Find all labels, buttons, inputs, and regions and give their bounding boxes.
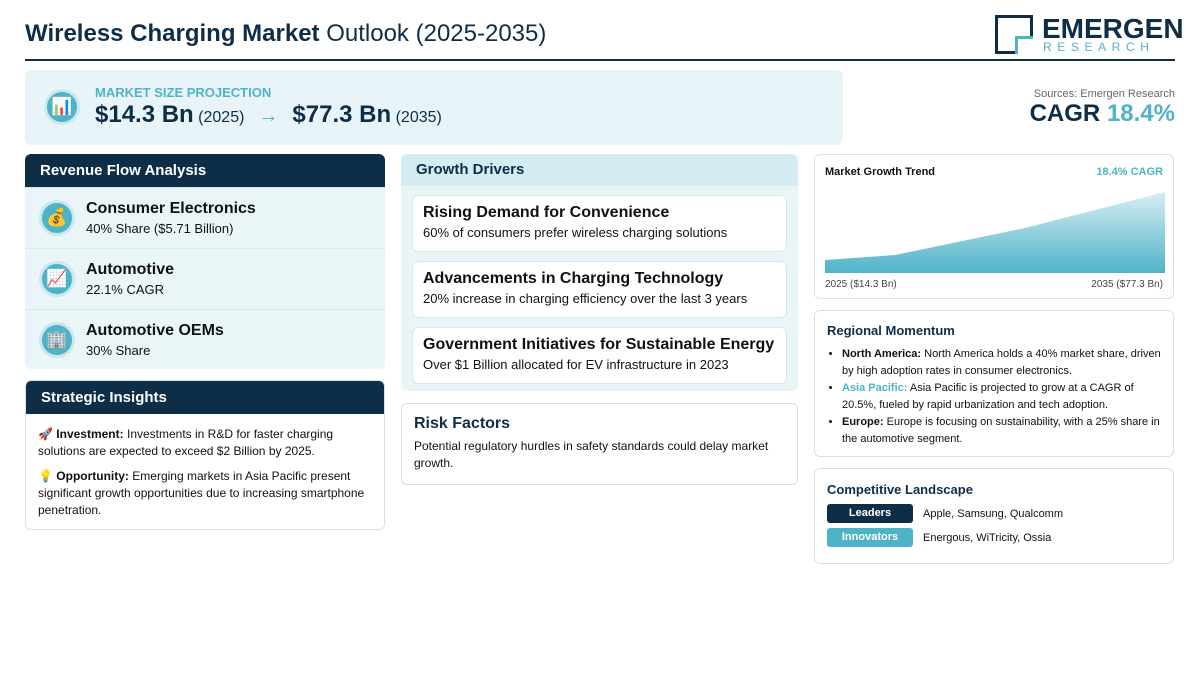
projection-label: MARKET SIZE PROJECTION — [95, 85, 272, 100]
competitor-row: Leaders Apple, Samsung, Qualcomm — [827, 504, 1161, 523]
section-title: Regional Momentum — [827, 323, 955, 338]
region-text: North America holds a 40% market share, … — [842, 348, 1161, 377]
trend-title: Market Growth Trend — [825, 166, 936, 178]
tag: Leaders — [827, 504, 913, 523]
revenue-name: Automotive — [86, 261, 174, 278]
tag: Innovators — [827, 528, 913, 547]
insight: 🚀 Investment: Investments in R&D for fas… — [38, 426, 372, 460]
title-rest: Outlook (2025-2035) — [326, 20, 547, 47]
rule — [25, 59, 1175, 61]
competitive: Competitive Landscape Leaders Apple, Sams… — [814, 468, 1174, 564]
growth-drivers: Growth Drivers Rising Demand for Conveni… — [401, 154, 798, 391]
icon: 💰 — [39, 200, 75, 236]
driver-text: 60% of consumers prefer wireless chargin… — [423, 225, 728, 240]
driver-card: Advancements in Charging Technology 20% i… — [412, 261, 787, 318]
region-text: Asia Pacific is projected to grow at a C… — [842, 382, 1134, 411]
revenue-detail: 40% Share ($5.71 Billion) — [86, 221, 234, 236]
section-title: Strategic Insights — [26, 381, 384, 414]
risk-text: Potential regulatory hurdles in safety s… — [414, 439, 769, 470]
section-title: Risk Factors — [414, 415, 511, 432]
region-item: North America: North America holds a 40%… — [842, 346, 1161, 380]
cagr: CAGR 18.4% — [1030, 100, 1175, 128]
region-label: North America: — [842, 348, 922, 360]
competitor-row: Innovators Energous, WiTricity, Ossia — [827, 528, 1161, 547]
end-year: (2035) — [395, 109, 442, 126]
region-label: Asia Pacific: — [842, 382, 908, 394]
logo-sub: RESEARCH — [1043, 40, 1155, 54]
trend: Market Growth Trend 18.4% CAGR 2025 ($14… — [814, 154, 1174, 299]
trend-area — [825, 192, 1165, 273]
revenue-text: Automotive OEMs 30% Share — [86, 322, 224, 358]
driver-card: Rising Demand for Convenience 60% of cons… — [412, 195, 787, 252]
revenue-text: Consumer Electronics 40% Share ($5.71 Bil… — [86, 200, 256, 236]
companies: Energous, WiTricity, Ossia — [923, 531, 1052, 544]
region-item: Asia Pacific: Asia Pacific is projected … — [842, 380, 1161, 414]
title: Wireless Charging Market Outlook (2025-2… — [25, 20, 546, 48]
start-value: $14.3 Bn — [95, 101, 194, 128]
title-bold: Wireless Charging Market — [25, 20, 320, 47]
revenue-item: 💰 Consumer Electronics 40% Share ($5.71 Bi… — [25, 187, 385, 248]
section-title: Growth Drivers — [401, 154, 798, 186]
strategic-insights: Strategic Insights 🚀 Investment: Investm… — [25, 380, 385, 530]
arrow: → — [258, 105, 279, 127]
revenue-text: Automotive 22.1% CAGR — [86, 261, 174, 297]
trend-start: 2025 ($14.3 Bn) — [825, 279, 897, 290]
end-value: $77.3 Bn — [292, 101, 392, 128]
icon: 🚀 — [38, 427, 57, 441]
insight-label: Investment: — [56, 427, 124, 441]
region-label: Europe: — [842, 416, 884, 428]
revenue-name: Automotive OEMs — [86, 322, 224, 339]
start-year: (2025) — [198, 109, 245, 126]
icon: 💡 — [38, 469, 57, 483]
insight: 💡 Opportunity: Emerging markets in Asia … — [38, 468, 372, 519]
icon: 📈 — [39, 261, 75, 297]
revenue-flow: Revenue Flow Analysis 💰 Consumer Electron… — [25, 154, 385, 369]
section-title: Revenue Flow Analysis — [25, 154, 385, 187]
revenue-item: 📈 Automotive 22.1% CAGR — [25, 248, 385, 309]
revenue-name: Consumer Electronics — [86, 200, 256, 217]
driver-text: 20% increase in charging efficiency over… — [423, 291, 748, 306]
driver-text: Over $1 Billion allocated for EV infrast… — [423, 357, 729, 372]
revenue-detail: 22.1% CAGR — [86, 282, 165, 297]
cagr-value: 18.4% — [1106, 100, 1175, 127]
revenue-item: 🏢 Automotive OEMs 30% Share — [25, 309, 385, 369]
logo-mark — [995, 15, 1033, 54]
region-item: Europe: Europe is focusing on sustainabi… — [842, 414, 1161, 448]
driver-card: Government Initiatives for Sustainable E… — [412, 327, 787, 384]
trend-badge: 18.4% CAGR — [1096, 166, 1163, 178]
icon: 📊 — [44, 89, 80, 125]
projection: 📊 MARKET SIZE PROJECTION $14.3 Bn (2025)… — [25, 70, 843, 145]
companies: Apple, Samsung, Qualcomm — [923, 507, 1064, 520]
area — [825, 192, 1165, 273]
region-text: Europe is focusing on sustainability, wi… — [842, 416, 1160, 445]
insight-text: Emerging markets in Asia Pacific present… — [38, 469, 365, 517]
icon: 🏢 — [39, 322, 75, 358]
regional: Regional Momentum North America: North A… — [814, 310, 1174, 457]
driver-title: Advancements in Charging Technology — [423, 270, 724, 287]
driver-title: Rising Demand for Convenience — [423, 204, 670, 221]
section-title: Competitive Landscape — [827, 482, 973, 497]
risk-factors: Risk Factors Potential regulatory hurdle… — [401, 403, 798, 485]
cagr-label: CAGR — [1029, 100, 1101, 127]
driver-title: Government Initiatives for Sustainable E… — [423, 336, 775, 353]
logo-main: EMERGEN — [1042, 13, 1184, 44]
revenue-detail: 30% Share — [86, 343, 151, 358]
insight-text: Investments in R&D for faster charging s… — [38, 427, 334, 458]
source: Sources: Emergen Research — [1033, 88, 1175, 100]
trend-end: 2035 ($77.3 Bn) — [1091, 279, 1163, 290]
projection-values: $14.3 Bn (2025) → $77.3 Bn (2035) — [95, 101, 442, 129]
insight-label: Opportunity: — [56, 469, 129, 483]
